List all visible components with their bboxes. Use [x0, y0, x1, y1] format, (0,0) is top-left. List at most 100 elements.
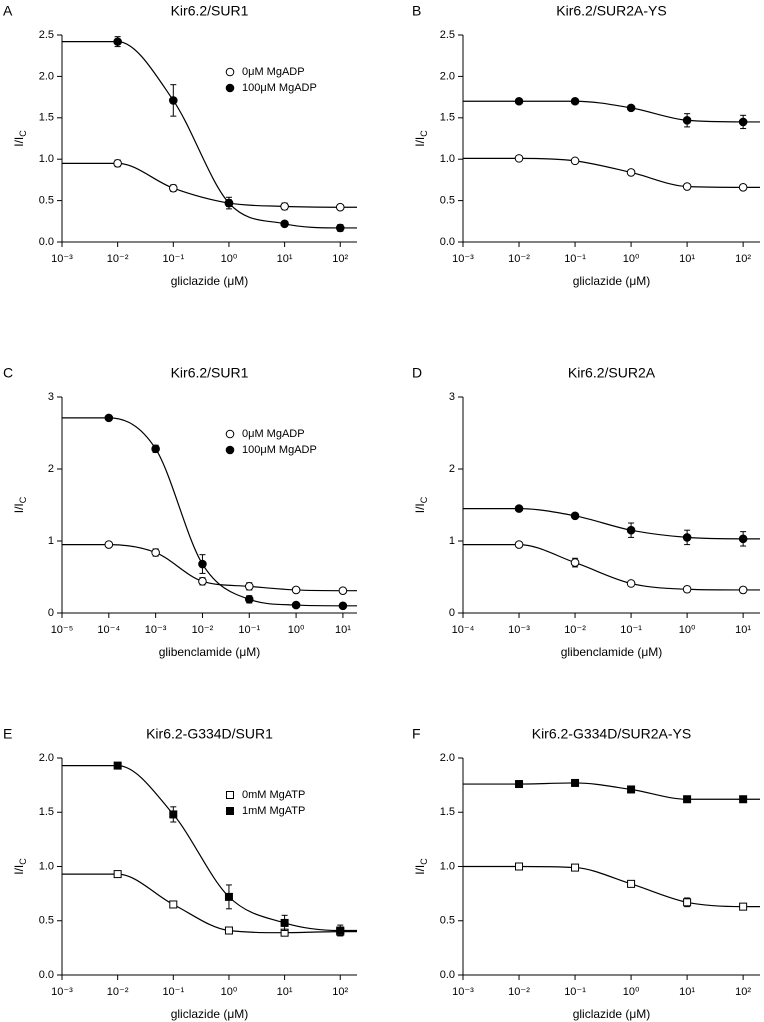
x-axis-label: gliclazide (μM) — [573, 1007, 651, 1021]
x-tick-label: 10⁻⁵ — [51, 624, 74, 636]
y-axis-label-text: I/I — [413, 137, 427, 147]
x-tick-label: 10⁻³ — [51, 986, 73, 998]
fit-curve — [463, 782, 760, 800]
x-tick-label: 10⁻² — [564, 624, 586, 636]
marker — [335, 223, 345, 233]
y-axis-label-subscript: C — [18, 496, 28, 503]
marker — [151, 444, 160, 454]
marker — [738, 534, 748, 544]
marker — [626, 525, 636, 535]
marker — [738, 585, 748, 595]
panel: C Kir6.2/SUR1 0 1 2 3 10⁻⁵ 10⁻⁴ 10⁻³ 10⁻² 10⁻¹ 10⁰ 1… — [3, 365, 357, 659]
marker — [514, 154, 524, 163]
x-tick-label: 10¹ — [679, 986, 695, 998]
marker — [280, 918, 289, 927]
marker — [738, 183, 748, 192]
x-tick-label: 10¹ — [679, 253, 695, 265]
x-axis-label: gliclazide (μM) — [171, 1007, 249, 1021]
panel: A Kir6.2/SUR1 0.0 0.5 1.0 1.5 2.0 2.5 10⁻³ 10⁻² 10… — [3, 3, 357, 288]
legend-label: 0mM MgATP — [242, 789, 305, 801]
marker — [514, 540, 524, 549]
y-axis-label: I/IC — [413, 496, 429, 513]
marker — [739, 902, 748, 911]
legend-marker — [225, 429, 235, 439]
x-tick-label: 10⁻³ — [452, 986, 474, 998]
y-tick-label: 0 — [48, 607, 54, 619]
marker — [682, 182, 692, 191]
marker — [682, 115, 692, 125]
y-tick-label: 2.0 — [39, 752, 54, 764]
fit-curve — [463, 100, 760, 123]
marker — [739, 795, 748, 804]
legend-marker — [225, 445, 235, 455]
marker — [169, 810, 178, 819]
x-axis-label: gliclazide (μM) — [573, 274, 651, 288]
marker — [626, 168, 636, 177]
marker — [291, 585, 301, 595]
y-tick-label: 3 — [449, 391, 455, 403]
y-tick-label: 1.0 — [440, 860, 455, 872]
marker — [198, 559, 207, 569]
marker — [338, 586, 348, 595]
fit-curve — [463, 508, 760, 540]
y-tick-label: 1 — [48, 535, 54, 547]
y-axis-label: I/IC — [12, 130, 28, 147]
x-tick-label: 10⁻¹ — [564, 986, 586, 998]
legend-label: 0μM MgADP — [242, 428, 305, 440]
y-tick-label: 0.0 — [39, 236, 54, 248]
marker — [291, 600, 301, 610]
y-tick-label: 0 — [449, 607, 455, 619]
y-tick-label: 1 — [449, 535, 455, 547]
marker — [104, 413, 114, 423]
marker — [280, 202, 289, 211]
x-tick-label: 10¹ — [277, 986, 293, 998]
y-tick-label: 2.0 — [440, 70, 455, 82]
legend-label: 100μM MgADP — [242, 82, 317, 94]
fit-curve — [62, 764, 357, 932]
marker — [151, 548, 160, 557]
x-tick-label: 10⁻¹ — [162, 253, 184, 265]
marker — [198, 577, 207, 586]
x-tick-label: 10⁻² — [508, 253, 530, 265]
x-tick-label: 10² — [332, 253, 348, 265]
fit-curve — [463, 157, 760, 188]
x-tick-label: 10⁻³ — [452, 253, 474, 265]
marker — [514, 504, 524, 513]
y-tick-label: 2 — [449, 463, 455, 475]
marker — [514, 96, 524, 106]
marker — [683, 898, 692, 907]
y-axis-label-subscript: C — [419, 858, 429, 865]
y-tick-label: 0.5 — [39, 915, 54, 927]
y-tick-label: 1.5 — [440, 112, 455, 124]
y-axis-label-subscript: C — [419, 130, 429, 137]
x-tick-label: 10⁻² — [107, 253, 129, 265]
y-tick-label: 1.0 — [39, 153, 54, 165]
y-tick-label: 1.5 — [440, 806, 455, 818]
marker — [244, 582, 254, 591]
chart-title: Kir6.2/SUR1 — [171, 365, 249, 381]
fit-curve — [62, 544, 357, 592]
y-tick-label: 1.0 — [39, 860, 54, 872]
y-tick-label: 0.5 — [440, 195, 455, 207]
legend-marker — [226, 791, 234, 799]
panel: B Kir6.2/SUR2A-YS 0.0 0.5 1.0 1.5 2.0 2.5 10⁻³ 10… — [412, 3, 760, 288]
x-tick-label: 10⁻¹ — [162, 986, 184, 998]
panel: E Kir6.2-G334D/SUR1 0.0 0.5 1.0 1.5 2.0 10⁻³ 10⁻… — [3, 726, 357, 1021]
marker — [113, 37, 122, 46]
chart-title: Kir6.2-G334D/SUR1 — [146, 726, 273, 742]
x-tick-label: 10⁻¹ — [620, 624, 642, 636]
x-tick-label: 10² — [735, 986, 751, 998]
y-axis-label: I/IC — [12, 496, 28, 513]
x-axis-label: gliclazide (μM) — [171, 274, 249, 288]
marker — [626, 579, 636, 588]
fit-curve — [62, 162, 357, 208]
marker — [224, 198, 234, 208]
marker — [571, 863, 580, 872]
marker — [515, 862, 524, 871]
marker — [682, 584, 692, 594]
y-tick-label: 2.0 — [39, 70, 54, 82]
x-tick-label: 10⁰ — [623, 253, 640, 265]
legend-marker — [225, 83, 235, 93]
x-tick-label: 10¹ — [735, 624, 751, 636]
panel-letter: E — [3, 726, 12, 742]
